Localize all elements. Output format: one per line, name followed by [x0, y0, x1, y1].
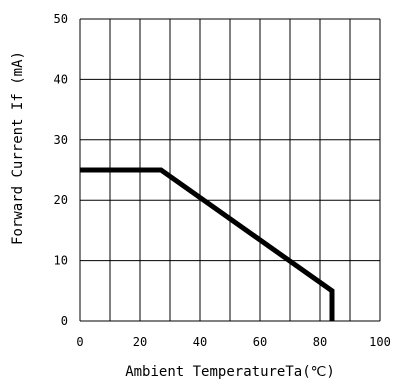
y-tick-label: 0	[61, 314, 68, 328]
x-tick-label: 80	[313, 335, 327, 349]
x-tick-label: 60	[253, 335, 267, 349]
x-tick-label: 0	[76, 335, 83, 349]
grid	[79, 18, 381, 322]
x-tick-label: 20	[133, 335, 147, 349]
y-tick-label: 30	[54, 133, 68, 147]
y-tick-label: 10	[54, 254, 68, 268]
y-tick-labels: 0 10 20 30 40 50	[54, 12, 68, 328]
x-axis-label: Ambient TemperatureTa(℃)	[125, 364, 335, 380]
x-tick-label: 40	[193, 335, 207, 349]
series-group	[80, 167, 335, 321]
y-axis-label: Forward Current If (mA)	[10, 51, 26, 245]
x-tick-labels: 0 20 40 60 80 100	[76, 335, 390, 349]
series-line	[80, 167, 335, 321]
y-tick-label: 50	[54, 12, 68, 26]
y-tick-label: 40	[54, 72, 68, 86]
y-tick-label: 20	[54, 193, 68, 207]
x-tick-label: 100	[369, 335, 391, 349]
